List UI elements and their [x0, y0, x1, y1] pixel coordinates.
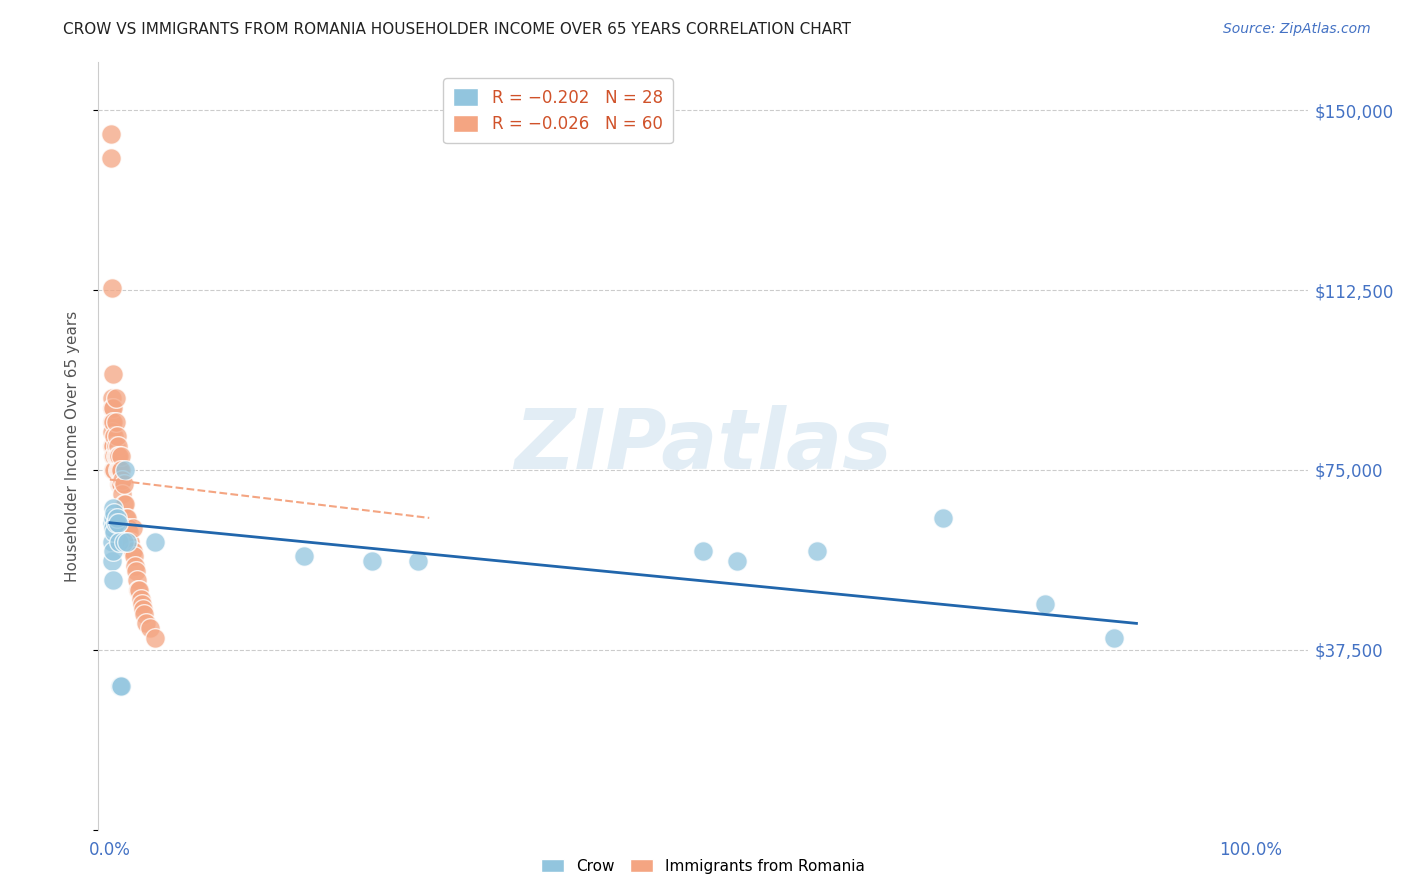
Point: [692, 544, 714, 558]
Point: [121, 544, 143, 558]
Point: [101, 516, 124, 530]
Point: [121, 544, 143, 558]
Point: [111, 473, 134, 487]
Point: [101, 281, 124, 295]
Point: [114, 511, 136, 525]
Point: [110, 463, 132, 477]
Point: [132, 602, 155, 616]
Point: [103, 501, 125, 516]
Point: [110, 449, 132, 463]
Point: [122, 549, 145, 564]
Point: [104, 391, 127, 405]
Point: [111, 487, 134, 501]
Point: [103, 401, 125, 415]
Point: [103, 511, 125, 525]
Point: [103, 573, 125, 587]
Point: [103, 449, 125, 463]
Point: [103, 415, 125, 429]
Point: [108, 463, 131, 477]
Point: [112, 477, 135, 491]
Point: [132, 607, 155, 621]
Point: [105, 449, 128, 463]
Point: [100, 128, 122, 142]
Point: [115, 534, 138, 549]
Point: [145, 631, 167, 645]
Point: [118, 525, 141, 540]
Point: [112, 534, 135, 549]
Point: [139, 621, 162, 635]
Point: [120, 534, 142, 549]
Point: [105, 511, 128, 525]
Point: [117, 520, 139, 534]
Legend: R = −0.202   N = 28, R = −0.026   N = 60: R = −0.202 N = 28, R = −0.026 N = 60: [443, 78, 672, 143]
Point: [107, 449, 129, 463]
Point: [931, 511, 953, 525]
Point: [725, 554, 748, 568]
Point: [108, 534, 131, 549]
Point: [129, 592, 152, 607]
Point: [1102, 631, 1125, 645]
Point: [108, 477, 131, 491]
Point: [145, 534, 167, 549]
Point: [115, 511, 138, 525]
Point: [100, 151, 122, 165]
Point: [108, 449, 131, 463]
Point: [103, 520, 125, 534]
Point: [104, 516, 127, 530]
Point: [108, 477, 131, 491]
Point: [101, 439, 124, 453]
Point: [125, 564, 148, 578]
Point: [101, 554, 124, 568]
Point: [103, 463, 125, 477]
Point: [114, 496, 136, 510]
Point: [103, 525, 125, 540]
Point: [105, 429, 128, 443]
Legend: Crow, Immigrants from Romania: Crow, Immigrants from Romania: [534, 853, 872, 880]
Point: [101, 415, 124, 429]
Point: [103, 367, 125, 381]
Point: [104, 449, 127, 463]
Point: [127, 582, 149, 597]
Point: [108, 463, 131, 477]
Point: [124, 558, 146, 573]
Point: [103, 439, 125, 453]
Y-axis label: Householder Income Over 65 years: Householder Income Over 65 years: [65, 310, 80, 582]
Point: [131, 597, 153, 611]
Point: [103, 429, 125, 443]
Point: [406, 554, 429, 568]
Point: [107, 439, 129, 453]
Point: [103, 506, 125, 520]
Point: [806, 544, 828, 558]
Text: ZIPatlas: ZIPatlas: [515, 406, 891, 486]
Point: [1033, 597, 1056, 611]
Point: [104, 415, 127, 429]
Point: [112, 496, 135, 510]
Point: [108, 679, 131, 693]
Point: [107, 463, 129, 477]
Point: [114, 463, 136, 477]
Text: CROW VS IMMIGRANTS FROM ROMANIA HOUSEHOLDER INCOME OVER 65 YEARS CORRELATION CHA: CROW VS IMMIGRANTS FROM ROMANIA HOUSEHOL…: [63, 22, 851, 37]
Point: [103, 463, 125, 477]
Point: [101, 401, 124, 415]
Point: [103, 544, 125, 558]
Point: [110, 477, 132, 491]
Point: [101, 534, 124, 549]
Point: [292, 549, 315, 564]
Point: [361, 554, 384, 568]
Point: [107, 516, 129, 530]
Point: [128, 582, 150, 597]
Point: [103, 449, 125, 463]
Point: [101, 425, 124, 439]
Point: [127, 573, 149, 587]
Point: [101, 391, 124, 405]
Text: Source: ZipAtlas.com: Source: ZipAtlas.com: [1223, 22, 1371, 37]
Point: [121, 520, 143, 534]
Point: [110, 679, 132, 693]
Point: [135, 616, 157, 631]
Point: [104, 439, 127, 453]
